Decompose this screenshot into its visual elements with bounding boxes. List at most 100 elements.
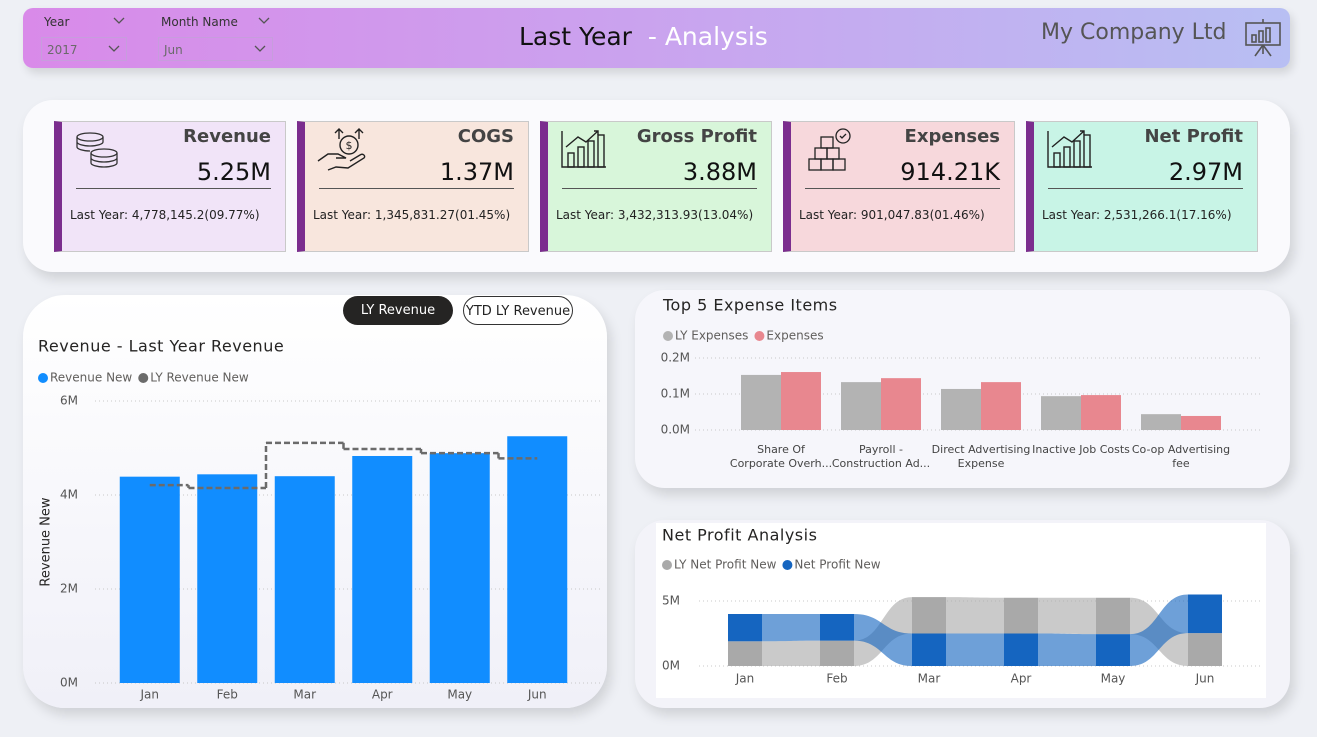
legend-marker xyxy=(663,331,673,341)
bar xyxy=(981,382,1021,430)
ribbon-bar xyxy=(1004,597,1038,634)
kpi-card: Expenses 914.21K Last Year: 901,047.83(0… xyxy=(783,121,1015,252)
chart-title: Top 5 Expense Items xyxy=(662,296,838,315)
filter-dropdown[interactable]: Jun xyxy=(158,37,273,61)
bar xyxy=(1181,415,1221,430)
chart-title: Net Profit Analysis xyxy=(662,526,817,545)
ribbon-bar xyxy=(728,641,762,666)
bar xyxy=(781,372,821,430)
coins-icon xyxy=(76,132,118,168)
x-tick-label: Mar xyxy=(293,688,316,702)
legend-label: Revenue New xyxy=(50,371,132,385)
bar xyxy=(941,388,981,430)
ribbon xyxy=(946,633,1004,666)
x-tick-label: Apr xyxy=(1011,672,1032,686)
legend-label: Net Profit New xyxy=(794,558,880,572)
kpi-last-year: Last Year: 901,047.83(01.46%) xyxy=(799,208,985,222)
ribbon-bar xyxy=(820,614,854,641)
bar xyxy=(841,382,881,430)
x-tick-label: Payroll - Construction Ad... xyxy=(831,443,931,470)
legend-marker xyxy=(662,560,672,570)
y-tick-label: 6M xyxy=(60,394,78,408)
bar xyxy=(1081,395,1121,430)
legend-marker xyxy=(38,373,48,383)
bar xyxy=(1141,414,1181,430)
legend-marker xyxy=(782,560,793,570)
ribbon-bar xyxy=(820,640,854,666)
x-tick-label: Feb xyxy=(217,688,238,702)
legend-marker xyxy=(754,331,765,341)
ribbon xyxy=(762,640,820,666)
bar xyxy=(507,436,568,683)
boxes-icon xyxy=(808,128,851,171)
bar xyxy=(352,455,413,683)
ribbon-bar xyxy=(912,597,946,634)
kpi-card: $ COGS 1.37M Last Year: 1,345,831.27(01.… xyxy=(297,121,529,252)
y-tick-label: 5M xyxy=(662,594,680,608)
x-tick-label: Jan xyxy=(140,688,160,702)
kpi-last-year: Last Year: 3,432,313.93(13.04%) xyxy=(556,208,754,222)
company-name: My Company Ltd xyxy=(1041,20,1227,45)
legend-label: Expenses xyxy=(766,329,823,343)
ribbon-bar xyxy=(1188,633,1222,666)
bar xyxy=(274,476,335,683)
y-tick-label: 0M xyxy=(60,676,78,690)
kpi-value: 1.37M xyxy=(439,158,514,186)
kpi-name: Net Profit xyxy=(1144,126,1243,147)
kpi-last-year: Last Year: 4,778,145.2(09.77%) xyxy=(70,208,260,222)
kpi-card: Net Profit 2.97M Last Year: 2,531,266.1(… xyxy=(1026,121,1258,252)
bar xyxy=(197,474,258,683)
ribbon xyxy=(1038,597,1096,635)
kpi-name: COGS xyxy=(457,126,514,147)
legend-label: LY Net Profit New xyxy=(674,558,777,572)
kpi-value: 2.97M xyxy=(1168,158,1243,186)
x-tick-label: Mar xyxy=(918,672,941,686)
ribbon-bar xyxy=(1188,594,1222,634)
y-tick-label: 0.1M xyxy=(661,387,690,401)
kpi-divider xyxy=(1048,188,1243,189)
toggle-button[interactable]: LY Revenue xyxy=(343,296,453,325)
presentation-icon xyxy=(1245,19,1281,57)
y-tick-label: 4M xyxy=(60,488,78,502)
filter-dropdown[interactable]: 2017 xyxy=(41,37,127,61)
y-axis-label: Revenue New xyxy=(39,497,54,586)
x-tick-label: Jun xyxy=(527,688,547,702)
ribbon-bar xyxy=(1096,634,1130,666)
kpi-divider xyxy=(76,188,271,189)
toggle-button[interactable]: YTD LY Revenue xyxy=(463,296,573,325)
kpi-last-year: Last Year: 2,531,266.1(17.16%) xyxy=(1042,208,1232,222)
ribbon xyxy=(854,614,912,666)
legend-label: LY Revenue New xyxy=(150,371,249,385)
chevrons xyxy=(108,17,270,52)
chart-icon xyxy=(1047,130,1092,168)
svg-text:$: $ xyxy=(346,139,353,152)
y-tick-label: 0M xyxy=(662,659,680,673)
kpi-name: Revenue xyxy=(183,126,271,147)
hand-money-icon: $ xyxy=(317,128,366,171)
bar xyxy=(119,476,180,683)
y-tick-label: 0.2M xyxy=(661,351,690,365)
kpi-divider xyxy=(319,188,514,189)
bar xyxy=(741,374,781,430)
kpi-name: Expenses xyxy=(904,126,1000,147)
x-tick-label: Inactive Job Costs xyxy=(1032,443,1130,456)
header-title: Last Year - Analysis xyxy=(519,22,768,51)
kpi-card: Revenue 5.25M Last Year: 4,778,145.2(09.… xyxy=(54,121,286,252)
ribbon xyxy=(946,597,1004,634)
x-tick-label: Feb xyxy=(826,672,847,686)
x-tick-label: Direct Advertising Expense xyxy=(931,443,1031,470)
x-tick-label: Jan xyxy=(735,672,755,686)
legend-label: LY Expenses xyxy=(675,329,748,343)
ribbon xyxy=(1130,594,1188,666)
kpi-value: 3.88M xyxy=(682,158,757,186)
legend-marker xyxy=(138,373,149,383)
x-tick-label: Apr xyxy=(372,688,393,702)
title-accent: - Analysis xyxy=(647,22,768,51)
x-tick-label: May xyxy=(447,688,472,702)
ribbon xyxy=(1038,633,1096,666)
ribbon-bar xyxy=(728,614,762,642)
chart-icon xyxy=(561,130,606,168)
filter-value: 2017 xyxy=(47,43,78,57)
